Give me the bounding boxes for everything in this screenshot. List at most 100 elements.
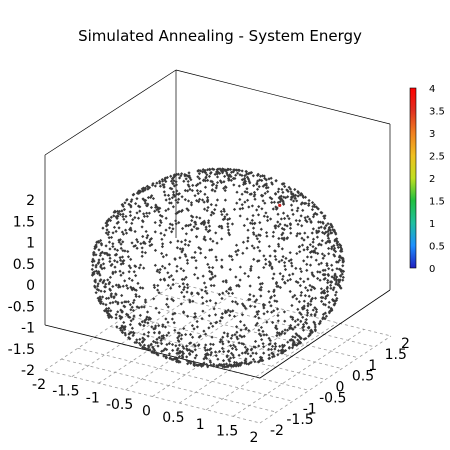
data-point — [308, 283, 312, 288]
data-point — [296, 318, 300, 322]
data-point — [297, 245, 301, 249]
data-point — [152, 285, 157, 290]
back-top-left-edge — [44, 69, 177, 156]
data-point — [277, 244, 281, 248]
data-point — [193, 356, 197, 360]
data-point — [326, 232, 330, 236]
data-point — [244, 360, 248, 364]
data-point — [257, 185, 261, 189]
data-point — [138, 209, 142, 213]
data-point — [190, 292, 194, 296]
data-point — [174, 219, 178, 223]
data-point — [206, 205, 210, 210]
data-point — [153, 326, 157, 330]
data-point — [305, 247, 310, 251]
data-point — [334, 290, 338, 294]
data-point — [243, 361, 247, 365]
data-point — [320, 239, 324, 243]
data-point — [159, 338, 163, 343]
data-point — [108, 256, 112, 260]
data-point — [232, 355, 236, 360]
data-point — [262, 333, 266, 337]
data-point — [306, 288, 310, 292]
data-point — [166, 207, 170, 211]
data-point — [214, 354, 218, 358]
data-point — [246, 236, 250, 240]
y-tick-label: -0.5 — [319, 390, 346, 406]
data-point — [104, 244, 108, 248]
data-point — [313, 312, 317, 316]
data-point — [138, 263, 143, 267]
data-point — [163, 266, 167, 270]
data-point — [324, 241, 328, 245]
data-point — [270, 182, 274, 186]
data-point — [220, 363, 224, 367]
data-point — [235, 201, 239, 205]
data-point — [191, 183, 195, 187]
data-point — [298, 284, 302, 288]
data-point — [121, 232, 126, 236]
data-point — [150, 349, 154, 354]
colorbar — [409, 87, 417, 269]
data-point — [319, 291, 324, 295]
data-point — [180, 333, 184, 337]
data-point — [296, 222, 300, 226]
data-point — [241, 303, 246, 308]
data-point — [179, 267, 183, 271]
data-point — [251, 351, 255, 355]
data-point — [198, 216, 202, 220]
data-point — [201, 309, 205, 313]
data-point — [242, 223, 246, 228]
data-point — [129, 226, 133, 230]
data-point — [341, 260, 345, 264]
data-point — [121, 284, 125, 288]
data-point — [197, 200, 201, 204]
data-point — [200, 198, 205, 202]
data-point — [291, 295, 295, 299]
data-point — [118, 326, 122, 330]
data-point — [276, 313, 280, 318]
data-point — [164, 228, 168, 232]
data-point — [269, 304, 273, 308]
data-point — [152, 283, 156, 287]
data-point — [201, 170, 205, 174]
data-point — [255, 173, 260, 178]
data-point — [240, 169, 244, 173]
data-point — [237, 353, 241, 357]
data-point — [161, 323, 165, 327]
data-point — [120, 230, 124, 234]
data-point — [149, 236, 154, 241]
data-point — [327, 246, 331, 251]
data-point — [326, 293, 330, 297]
data-point — [220, 258, 224, 262]
data-point — [185, 207, 189, 211]
data-point — [102, 266, 106, 270]
data-point — [232, 207, 237, 212]
data-point — [163, 325, 168, 329]
data-point — [267, 260, 271, 264]
data-point — [171, 190, 176, 194]
data-point — [209, 363, 213, 367]
data-point — [245, 217, 249, 221]
data-point — [180, 277, 184, 281]
data-point — [278, 272, 282, 276]
data-point — [106, 253, 110, 257]
data-point — [222, 207, 226, 211]
data-point — [325, 289, 330, 294]
data-point — [267, 289, 271, 294]
data-point — [178, 256, 182, 260]
data-point — [196, 175, 200, 179]
data-point — [198, 334, 202, 338]
data-point — [180, 290, 184, 295]
data-point — [270, 267, 274, 271]
data-point — [261, 304, 266, 308]
data-point — [325, 263, 329, 268]
data-point — [235, 302, 240, 306]
colorbar-tick-label: 1 — [429, 219, 435, 230]
data-point — [327, 225, 332, 230]
data-point — [274, 344, 278, 349]
data-point — [232, 362, 237, 367]
data-point — [193, 250, 197, 255]
data-point — [127, 332, 131, 336]
data-point — [309, 219, 313, 223]
